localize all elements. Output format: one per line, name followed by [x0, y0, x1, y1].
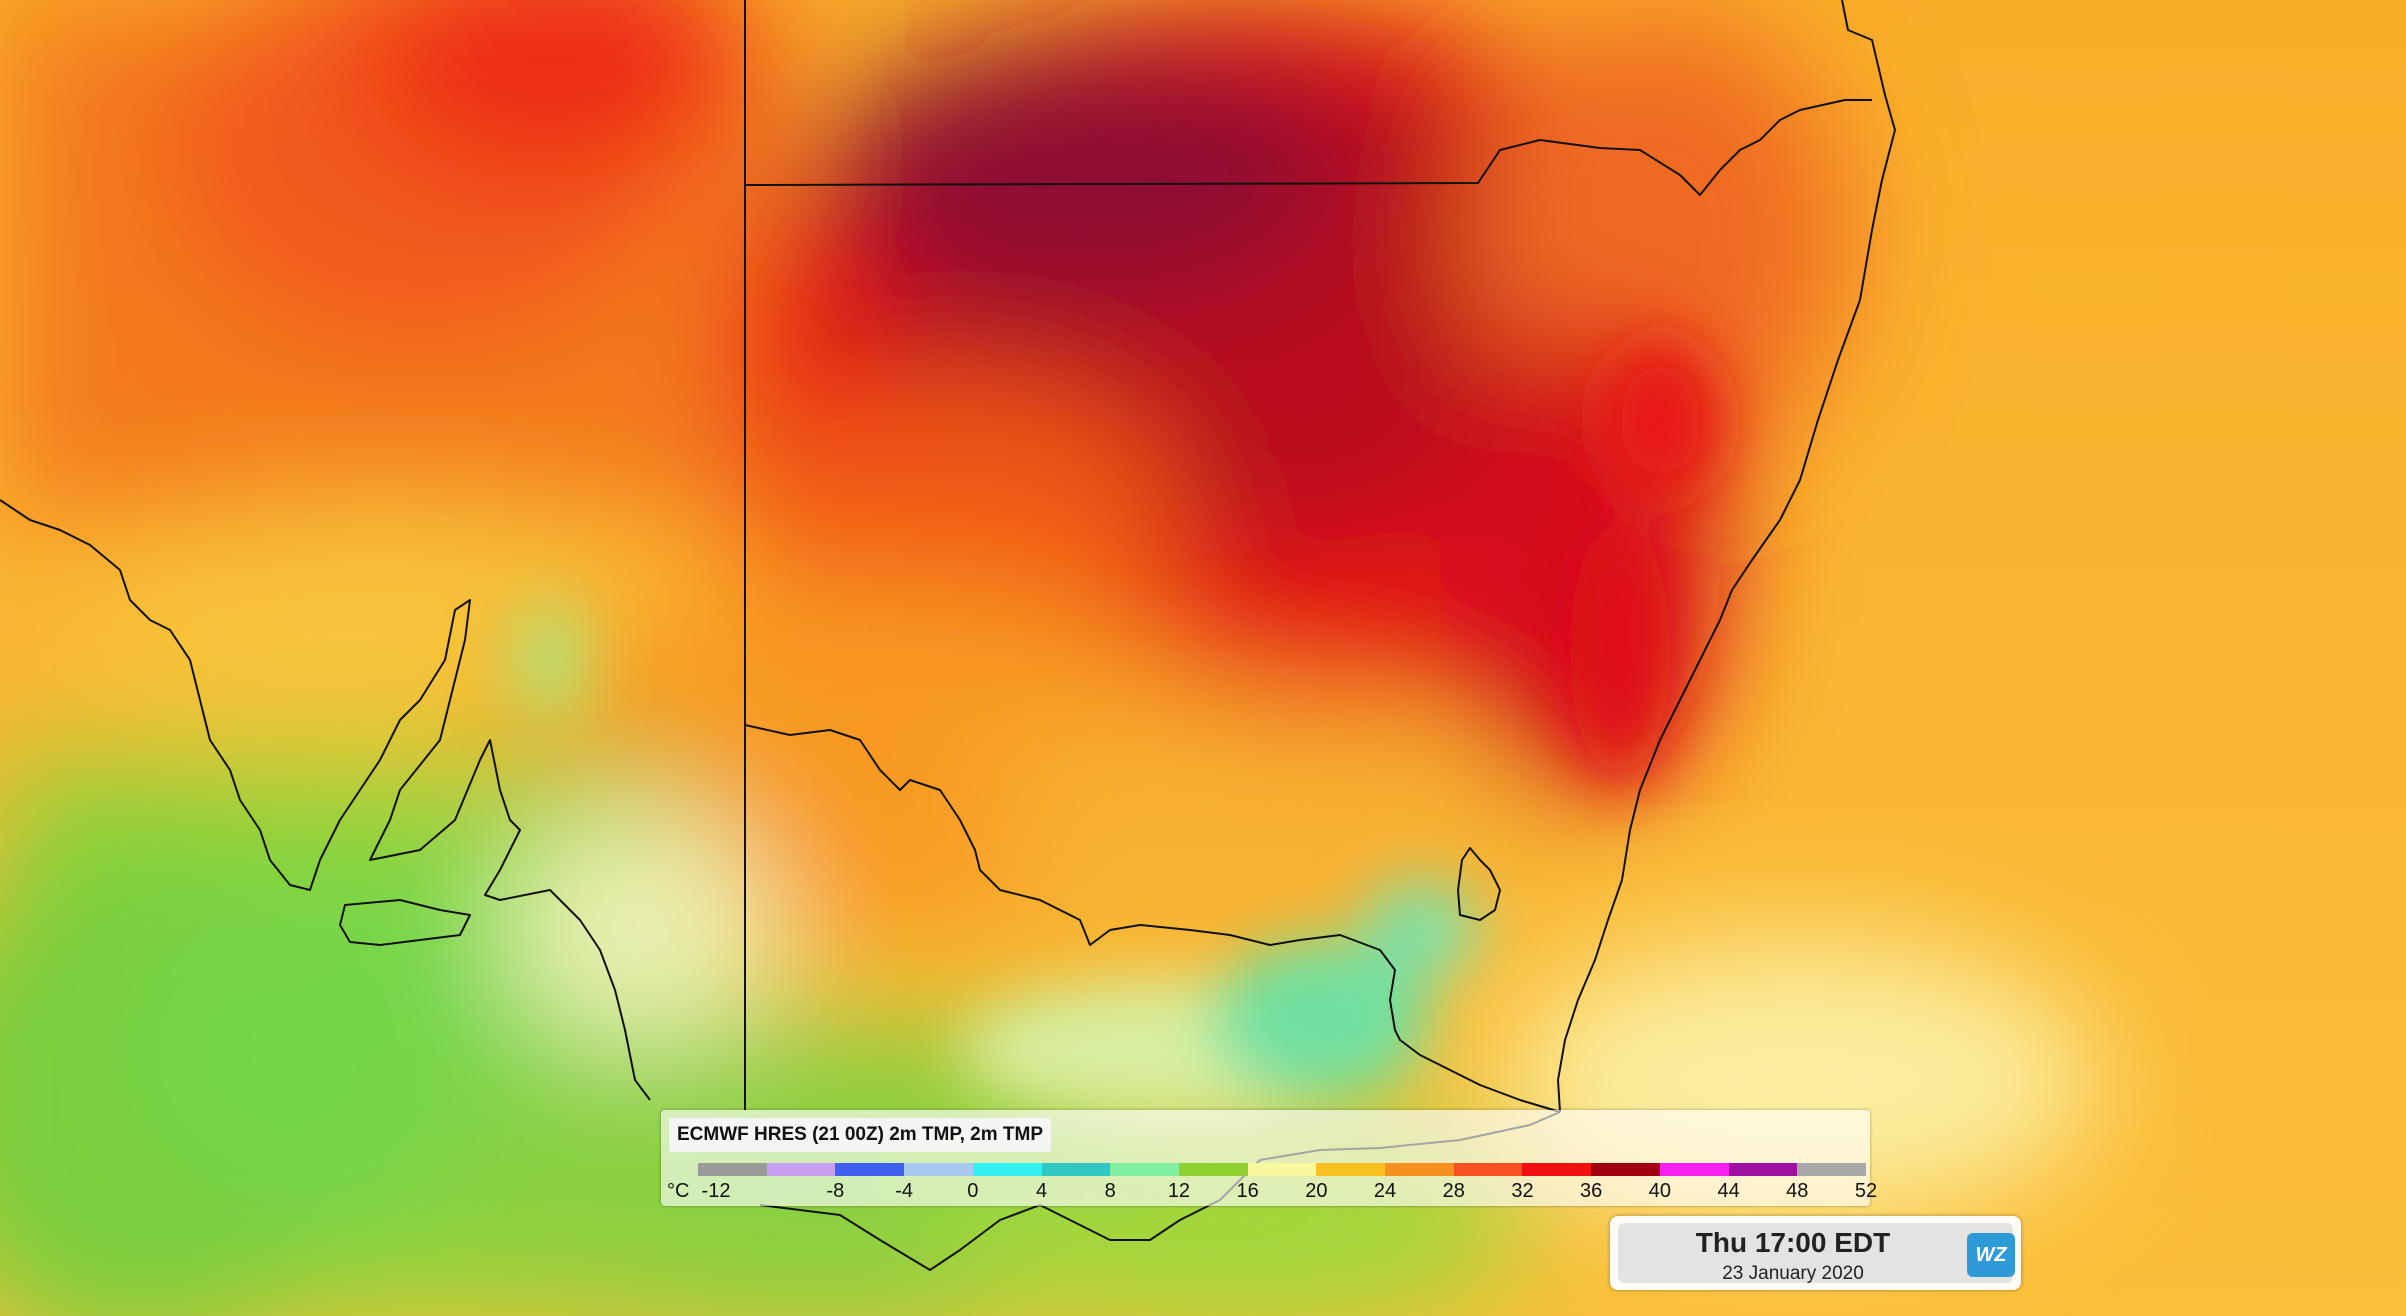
- legend-swatch: [1797, 1163, 1866, 1176]
- timestamp-inner: Thu 17:00 EDT 23 January 2020 WZ: [1618, 1223, 2015, 1284]
- legend-swatch: [972, 1163, 1042, 1176]
- legend-tick-label: 36: [1580, 1180, 1603, 1202]
- legend-swatch: [766, 1163, 836, 1176]
- legend-tick-label: 12: [1167, 1180, 1191, 1202]
- legend-swatch: [1110, 1163, 1179, 1176]
- legend-tick-label: 52: [1854, 1180, 1878, 1202]
- legend-swatch: [1041, 1163, 1111, 1176]
- legend-tick-label: 16: [1236, 1180, 1259, 1202]
- legend-tick-label: -4: [895, 1180, 914, 1202]
- legend-tick-label: 8: [1104, 1180, 1116, 1202]
- legend-swatch: [1591, 1163, 1660, 1176]
- legend-swatch: [835, 1163, 905, 1176]
- legend-color-bar: [698, 1163, 1866, 1176]
- legend-swatch: [1453, 1163, 1523, 1176]
- legend-swatch: [904, 1163, 973, 1176]
- timestamp-time: Thu 17:00 EDT: [1695, 1227, 1891, 1258]
- legend-tick-label: 40: [1648, 1180, 1671, 1202]
- legend-swatch: [698, 1163, 767, 1176]
- legend-swatch: [1659, 1163, 1729, 1176]
- timestamp-panel[interactable]: Thu 17:00 EDT 23 January 2020 WZ: [1610, 1216, 2021, 1290]
- legend-ticks: -12 -8 -4 0 4 8 12 16 20 24 28 32 36 40 44 48 52: [661, 1180, 1878, 1204]
- timestamp-date: 23 January 2020: [1722, 1263, 1864, 1284]
- legend-tick-label: 20: [1305, 1180, 1328, 1202]
- legend-tick-label: -12: [701, 1180, 731, 1202]
- legend-swatch: [1728, 1163, 1798, 1176]
- legend-tick-label: 32: [1511, 1180, 1534, 1202]
- legend-tick-label: 28: [1442, 1180, 1465, 1202]
- legend-tick-label: 24: [1373, 1180, 1397, 1202]
- legend-title: ECMWF HRES (21 00Z) 2m TMP, 2m TMP: [669, 1118, 1051, 1152]
- legend-swatch: [1316, 1163, 1386, 1176]
- legend-tick-label: 48: [1786, 1180, 1809, 1202]
- legend-unit: °C: [667, 1180, 690, 1202]
- legend-swatch: [1385, 1163, 1454, 1176]
- legend-panel: ECMWF HRES (21 00Z) 2m TMP, 2m TMP °C -1…: [661, 1110, 1878, 1206]
- legend-tick-label: 0: [967, 1180, 979, 1202]
- legend-swatch: [1522, 1163, 1592, 1176]
- weatherzone-logo-icon[interactable]: WZ: [1967, 1233, 2015, 1277]
- legend-swatch: [1178, 1163, 1248, 1176]
- legend-tick-label: -8: [826, 1180, 845, 1202]
- legend-swatch: [1247, 1163, 1317, 1176]
- legend-tick-label: 44: [1717, 1180, 1740, 1202]
- legend-tick-label: 4: [1035, 1180, 1048, 1202]
